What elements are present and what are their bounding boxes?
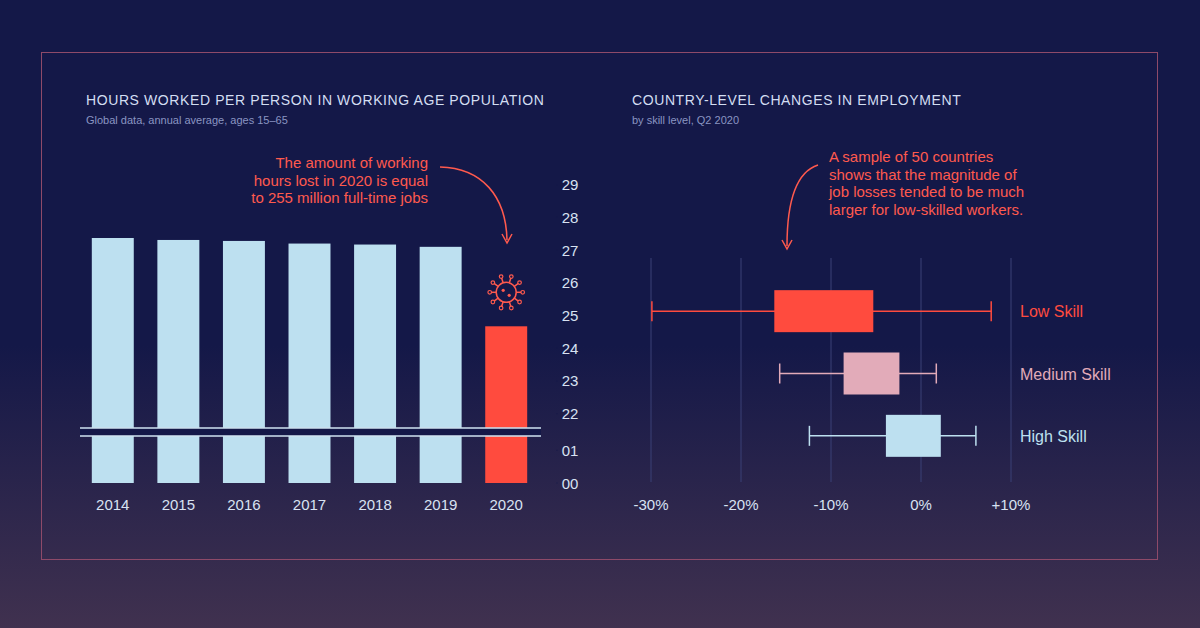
x-tick-label: +10%	[992, 496, 1031, 513]
axis-break-line	[80, 435, 541, 437]
annotation-arrow	[440, 167, 507, 240]
y-tick	[556, 380, 558, 381]
x-tick-label: -10%	[813, 496, 848, 513]
frame	[42, 53, 1158, 560]
whisker-cap-max	[936, 364, 938, 384]
category-label: Low Skill	[1020, 303, 1083, 320]
virus-knob	[488, 290, 492, 294]
virus-dot	[502, 289, 505, 292]
y-tick-label: 01	[562, 442, 579, 459]
y-tick	[556, 348, 558, 349]
annotation-arrow	[787, 165, 818, 246]
virus-knob	[510, 306, 514, 310]
box	[844, 353, 900, 395]
grid-line	[741, 258, 742, 482]
whisker-cap-min	[651, 301, 653, 321]
y-tick-label: 27	[562, 242, 579, 259]
title: HOURS WORKED PER PERSON IN WORKING AGE P…	[86, 92, 545, 108]
category-label: Medium Skill	[1020, 366, 1111, 383]
stage: HOURS WORKED PER PERSON IN WORKING AGE P…	[0, 0, 1200, 628]
x-tick-label: 2017	[293, 496, 326, 513]
annotation-arrowhead	[782, 240, 792, 249]
box-chart: COUNTRY-LEVEL CHANGES IN EMPLOYMENT by sk…	[632, 92, 1111, 513]
y-tick-label: 28	[562, 209, 579, 226]
bar	[289, 244, 331, 483]
title: COUNTRY-LEVEL CHANGES IN EMPLOYMENT	[632, 92, 961, 108]
whisker-cap-min	[779, 364, 781, 384]
y-tick-label: 22	[562, 405, 579, 422]
annotation: job losses tended to be much	[828, 183, 1024, 200]
y-tick-label: 26	[562, 274, 579, 291]
whisker-cap-max	[975, 426, 977, 446]
y-tick-label: 29	[562, 176, 579, 193]
y-tick	[556, 282, 558, 283]
x-tick-label: 2019	[424, 496, 457, 513]
virus-knob	[499, 306, 503, 310]
x-tick-label: 2016	[227, 496, 260, 513]
subtitle: by skill level, Q2 2020	[632, 114, 739, 126]
boxes	[652, 290, 991, 457]
whisker-cap-min	[809, 426, 811, 446]
bar	[354, 245, 396, 483]
x-tick-label: -30%	[633, 496, 668, 513]
y-tick	[556, 450, 558, 451]
y-tick	[556, 413, 558, 414]
annotation-arrowhead	[502, 234, 512, 243]
x-tick-label: 2020	[490, 496, 523, 513]
y-tick-label: 23	[562, 372, 579, 389]
y-tick	[556, 250, 558, 251]
x-tick-label: 2018	[358, 496, 391, 513]
annotation: shows that the magnitude of	[829, 166, 1017, 183]
virus-knob	[518, 281, 522, 285]
virus-knob	[491, 281, 495, 285]
bar	[157, 240, 199, 483]
box	[774, 290, 873, 332]
virus-dot	[508, 294, 511, 297]
virus-knob	[510, 275, 514, 279]
category-label: High Skill	[1020, 428, 1087, 445]
x-tick-label: -20%	[723, 496, 758, 513]
virus-knob	[499, 275, 503, 279]
annotation: A sample of 50 countries	[829, 148, 993, 165]
axis-break	[80, 428, 541, 436]
bar	[420, 247, 462, 483]
virus-body	[496, 282, 516, 302]
y-tick	[556, 315, 558, 316]
annotation: larger for low-skilled workers.	[829, 201, 1023, 218]
x-tick-label: 0%	[910, 496, 932, 513]
bar-chart: HOURS WORKED PER PERSON IN WORKING AGE P…	[80, 92, 578, 513]
box	[886, 415, 941, 457]
bar	[485, 326, 527, 483]
virus-knob	[518, 300, 522, 304]
annotation: The amount of working	[275, 154, 428, 171]
y-tick	[556, 217, 558, 218]
virus-icon	[488, 275, 525, 310]
bars	[92, 238, 527, 483]
annotation: hours lost in 2020 is equal	[254, 172, 428, 189]
grid-line	[1011, 258, 1012, 482]
virus-knob	[521, 290, 525, 294]
x-tick-label: 2015	[162, 496, 195, 513]
canvas: HOURS WORKED PER PERSON IN WORKING AGE P…	[0, 0, 1200, 628]
bar	[223, 241, 265, 483]
y-tick-label: 24	[562, 340, 579, 357]
y-tick	[556, 483, 558, 484]
subtitle: Global data, annual average, ages 15–65	[86, 114, 288, 126]
annotation: to 255 million full-time jobs	[251, 189, 428, 206]
axis-break-line	[80, 427, 541, 429]
virus-knob	[491, 300, 495, 304]
y-tick-label: 00	[562, 475, 579, 492]
grid-line	[651, 258, 652, 482]
y-tick	[556, 184, 558, 185]
bar	[92, 238, 134, 483]
x-tick-label: 2014	[96, 496, 129, 513]
whisker-cap-max	[990, 301, 992, 321]
y-tick-label: 25	[562, 307, 579, 324]
